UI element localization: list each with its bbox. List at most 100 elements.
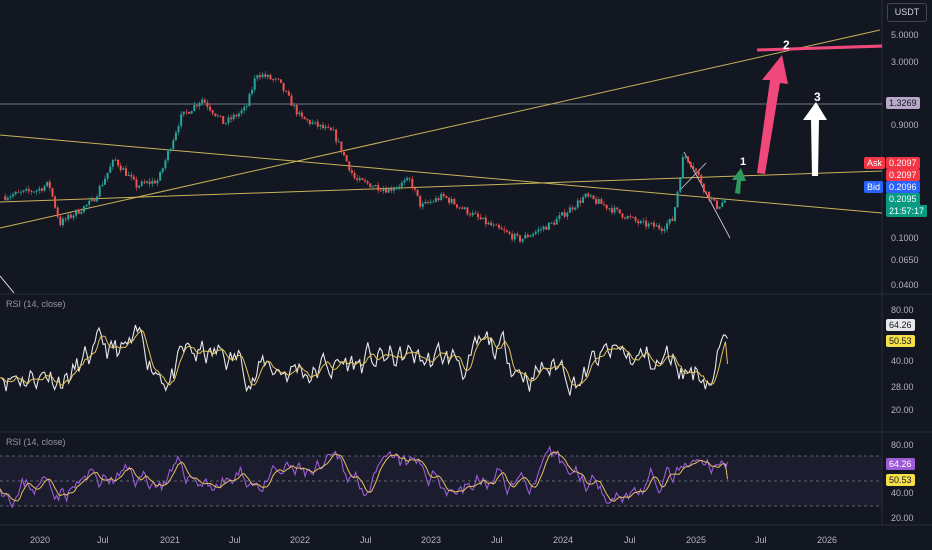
candle[interactable]	[266, 74, 269, 77]
candle[interactable]	[476, 213, 479, 218]
candle[interactable]	[156, 180, 159, 184]
candle[interactable]	[140, 181, 143, 186]
candle[interactable]	[374, 185, 377, 187]
candle[interactable]	[51, 188, 54, 197]
candle[interactable]	[117, 159, 120, 166]
candle[interactable]	[193, 105, 196, 111]
candle[interactable]	[269, 74, 272, 80]
candle[interactable]	[721, 202, 724, 207]
candle[interactable]	[508, 232, 511, 234]
candle[interactable]	[300, 112, 303, 117]
rsi-pane-1[interactable]	[0, 324, 728, 396]
candle[interactable]	[558, 215, 561, 219]
candle[interactable]	[679, 178, 682, 192]
candle[interactable]	[340, 141, 343, 153]
candle[interactable]	[151, 180, 154, 184]
candle[interactable]	[232, 114, 235, 120]
candle[interactable]	[445, 196, 448, 198]
candle[interactable]	[240, 110, 243, 114]
candle[interactable]	[471, 212, 474, 216]
white-arrow[interactable]	[803, 102, 827, 176]
candle[interactable]	[96, 196, 99, 202]
candle[interactable]	[681, 156, 684, 179]
candle[interactable]	[419, 195, 422, 207]
candle[interactable]	[579, 200, 582, 203]
candle[interactable]	[227, 117, 230, 123]
candle[interactable]	[348, 161, 351, 171]
candle[interactable]	[69, 214, 72, 218]
candle[interactable]	[495, 224, 498, 226]
candle[interactable]	[306, 119, 309, 121]
wedge-line-upper[interactable]	[683, 151, 731, 239]
candle[interactable]	[169, 148, 172, 152]
candle[interactable]	[19, 191, 22, 193]
candle[interactable]	[272, 79, 275, 81]
candle[interactable]	[637, 220, 640, 224]
candle[interactable]	[177, 126, 180, 133]
candle[interactable]	[308, 120, 311, 125]
candle[interactable]	[282, 82, 285, 91]
rsi-axis-1[interactable]: 80.00 40.00 28.00 20.00	[891, 305, 914, 415]
candle[interactable]	[453, 199, 456, 205]
candle[interactable]	[603, 204, 606, 205]
candle[interactable]	[608, 208, 611, 210]
candle[interactable]	[487, 222, 490, 225]
candle[interactable]	[723, 200, 726, 203]
candle[interactable]	[195, 105, 198, 107]
candle[interactable]	[332, 129, 335, 131]
target-line[interactable]	[756, 44, 884, 52]
candle[interactable]	[319, 124, 322, 127]
candle[interactable]	[474, 212, 477, 214]
candle[interactable]	[547, 222, 550, 230]
candle[interactable]	[561, 212, 564, 216]
candle[interactable]	[88, 200, 91, 205]
candle[interactable]	[634, 217, 637, 221]
candle[interactable]	[298, 112, 301, 115]
candle[interactable]	[545, 226, 548, 230]
candle[interactable]	[311, 122, 314, 125]
candle[interactable]	[356, 178, 359, 180]
candle[interactable]	[398, 186, 401, 188]
candle[interactable]	[75, 209, 78, 216]
candle[interactable]	[9, 196, 12, 198]
candle[interactable]	[503, 229, 506, 231]
candle[interactable]	[702, 183, 705, 192]
candle[interactable]	[513, 233, 516, 240]
candle[interactable]	[710, 198, 713, 200]
candle[interactable]	[366, 181, 369, 184]
candle[interactable]	[54, 196, 57, 208]
candle[interactable]	[689, 162, 692, 167]
candle[interactable]	[40, 188, 43, 191]
candle[interactable]	[180, 114, 183, 127]
candle[interactable]	[119, 165, 122, 170]
candle[interactable]	[6, 197, 9, 200]
candle[interactable]	[350, 170, 353, 173]
candle[interactable]	[466, 207, 469, 215]
candle[interactable]	[245, 106, 248, 108]
candle[interactable]	[258, 75, 261, 78]
candle[interactable]	[647, 223, 650, 227]
candle[interactable]	[82, 206, 85, 212]
candle[interactable]	[59, 216, 62, 226]
candle[interactable]	[80, 211, 83, 214]
candle[interactable]	[658, 225, 661, 229]
candle[interactable]	[188, 112, 191, 114]
candle[interactable]	[484, 217, 487, 225]
candle[interactable]	[532, 233, 535, 236]
candle[interactable]	[303, 116, 306, 120]
candle[interactable]	[687, 156, 690, 163]
candle[interactable]	[274, 78, 277, 80]
candle[interactable]	[293, 105, 296, 106]
candle[interactable]	[592, 195, 595, 200]
candle[interactable]	[243, 107, 246, 111]
candle[interactable]	[353, 172, 356, 179]
candle[interactable]	[500, 227, 503, 230]
candle[interactable]	[130, 174, 133, 177]
falling-trendline[interactable]	[0, 134, 882, 214]
candle[interactable]	[190, 110, 193, 114]
pink-arrow[interactable]	[757, 55, 788, 174]
candle[interactable]	[524, 234, 527, 239]
candle[interactable]	[201, 99, 204, 104]
candle[interactable]	[387, 188, 390, 193]
